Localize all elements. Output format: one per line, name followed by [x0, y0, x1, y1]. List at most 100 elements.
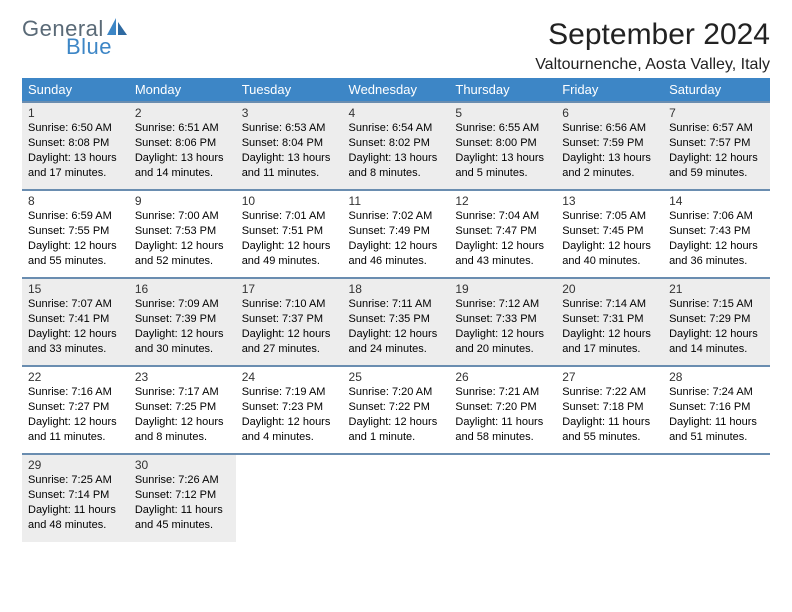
day-number: 19	[455, 282, 550, 296]
calendar-day-cell: 12Sunrise: 7:04 AMSunset: 7:47 PMDayligh…	[449, 190, 556, 278]
day-info: Sunrise: 7:25 AMSunset: 7:14 PMDaylight:…	[28, 473, 123, 532]
sunset-text: Sunset: 7:45 PM	[562, 224, 657, 239]
daylight-text-2: and 27 minutes.	[242, 342, 337, 357]
daylight-text-2: and 11 minutes.	[242, 166, 337, 181]
calendar-day-cell: 19Sunrise: 7:12 AMSunset: 7:33 PMDayligh…	[449, 278, 556, 366]
title-block: September 2024 Valtournenche, Aosta Vall…	[535, 18, 770, 74]
daylight-text-1: Daylight: 11 hours	[562, 415, 657, 430]
calendar-day-cell: 10Sunrise: 7:01 AMSunset: 7:51 PMDayligh…	[236, 190, 343, 278]
day-info: Sunrise: 7:07 AMSunset: 7:41 PMDaylight:…	[28, 297, 123, 356]
day-info: Sunrise: 7:19 AMSunset: 7:23 PMDaylight:…	[242, 385, 337, 444]
sunset-text: Sunset: 7:12 PM	[135, 488, 230, 503]
sunrise-text: Sunrise: 7:21 AM	[455, 385, 550, 400]
calendar-day-cell	[343, 454, 450, 542]
daylight-text-2: and 43 minutes.	[455, 254, 550, 269]
sunrise-text: Sunrise: 7:06 AM	[669, 209, 764, 224]
sunset-text: Sunset: 7:41 PM	[28, 312, 123, 327]
sunrise-text: Sunrise: 7:14 AM	[562, 297, 657, 312]
calendar-day-cell: 23Sunrise: 7:17 AMSunset: 7:25 PMDayligh…	[129, 366, 236, 454]
sunset-text: Sunset: 7:27 PM	[28, 400, 123, 415]
calendar-day-cell	[449, 454, 556, 542]
sunset-text: Sunset: 8:06 PM	[135, 136, 230, 151]
daylight-text-1: Daylight: 12 hours	[28, 327, 123, 342]
calendar-week-row: 22Sunrise: 7:16 AMSunset: 7:27 PMDayligh…	[22, 366, 770, 454]
calendar-day-cell: 15Sunrise: 7:07 AMSunset: 7:41 PMDayligh…	[22, 278, 129, 366]
day-info: Sunrise: 7:21 AMSunset: 7:20 PMDaylight:…	[455, 385, 550, 444]
daylight-text-1: Daylight: 12 hours	[669, 239, 764, 254]
day-number: 8	[28, 194, 123, 208]
day-number: 25	[349, 370, 444, 384]
calendar-day-cell: 26Sunrise: 7:21 AMSunset: 7:20 PMDayligh…	[449, 366, 556, 454]
calendar-day-cell: 2Sunrise: 6:51 AMSunset: 8:06 PMDaylight…	[129, 102, 236, 190]
day-info: Sunrise: 7:00 AMSunset: 7:53 PMDaylight:…	[135, 209, 230, 268]
day-number: 27	[562, 370, 657, 384]
daylight-text-1: Daylight: 11 hours	[669, 415, 764, 430]
sunrise-text: Sunrise: 7:11 AM	[349, 297, 444, 312]
calendar-day-cell: 21Sunrise: 7:15 AMSunset: 7:29 PMDayligh…	[663, 278, 770, 366]
day-number: 15	[28, 282, 123, 296]
daylight-text-2: and 46 minutes.	[349, 254, 444, 269]
day-info: Sunrise: 6:53 AMSunset: 8:04 PMDaylight:…	[242, 121, 337, 180]
sunrise-text: Sunrise: 7:04 AM	[455, 209, 550, 224]
daylight-text-1: Daylight: 12 hours	[349, 415, 444, 430]
calendar-day-cell: 24Sunrise: 7:19 AMSunset: 7:23 PMDayligh…	[236, 366, 343, 454]
calendar-day-cell: 3Sunrise: 6:53 AMSunset: 8:04 PMDaylight…	[236, 102, 343, 190]
day-info: Sunrise: 7:22 AMSunset: 7:18 PMDaylight:…	[562, 385, 657, 444]
sunset-text: Sunset: 7:51 PM	[242, 224, 337, 239]
day-number: 6	[562, 106, 657, 120]
day-number: 14	[669, 194, 764, 208]
sunrise-text: Sunrise: 7:12 AM	[455, 297, 550, 312]
calendar-day-cell: 22Sunrise: 7:16 AMSunset: 7:27 PMDayligh…	[22, 366, 129, 454]
daylight-text-2: and 20 minutes.	[455, 342, 550, 357]
sunrise-text: Sunrise: 6:59 AM	[28, 209, 123, 224]
day-number: 26	[455, 370, 550, 384]
daylight-text-1: Daylight: 12 hours	[562, 239, 657, 254]
calendar-day-cell: 14Sunrise: 7:06 AMSunset: 7:43 PMDayligh…	[663, 190, 770, 278]
daylight-text-1: Daylight: 12 hours	[28, 415, 123, 430]
sunrise-text: Sunrise: 7:20 AM	[349, 385, 444, 400]
sunset-text: Sunset: 7:47 PM	[455, 224, 550, 239]
day-number: 2	[135, 106, 230, 120]
calendar-day-cell: 13Sunrise: 7:05 AMSunset: 7:45 PMDayligh…	[556, 190, 663, 278]
day-info: Sunrise: 7:01 AMSunset: 7:51 PMDaylight:…	[242, 209, 337, 268]
sunrise-text: Sunrise: 7:22 AM	[562, 385, 657, 400]
weekday-header-row: Sunday Monday Tuesday Wednesday Thursday…	[22, 78, 770, 102]
sunrise-text: Sunrise: 7:15 AM	[669, 297, 764, 312]
sunrise-text: Sunrise: 6:56 AM	[562, 121, 657, 136]
weekday-header: Tuesday	[236, 78, 343, 102]
sunset-text: Sunset: 7:53 PM	[135, 224, 230, 239]
calendar-day-cell: 1Sunrise: 6:50 AMSunset: 8:08 PMDaylight…	[22, 102, 129, 190]
daylight-text-2: and 8 minutes.	[349, 166, 444, 181]
day-number: 29	[28, 458, 123, 472]
top-bar: General Blue September 2024 Valtournench…	[22, 18, 770, 74]
weekday-header: Sunday	[22, 78, 129, 102]
calendar-day-cell: 16Sunrise: 7:09 AMSunset: 7:39 PMDayligh…	[129, 278, 236, 366]
daylight-text-1: Daylight: 12 hours	[455, 239, 550, 254]
day-number: 10	[242, 194, 337, 208]
day-number: 9	[135, 194, 230, 208]
sunset-text: Sunset: 7:39 PM	[135, 312, 230, 327]
daylight-text-1: Daylight: 12 hours	[455, 327, 550, 342]
calendar-day-cell: 30Sunrise: 7:26 AMSunset: 7:12 PMDayligh…	[129, 454, 236, 542]
daylight-text-1: Daylight: 11 hours	[135, 503, 230, 518]
day-number: 7	[669, 106, 764, 120]
day-info: Sunrise: 7:10 AMSunset: 7:37 PMDaylight:…	[242, 297, 337, 356]
daylight-text-1: Daylight: 13 hours	[349, 151, 444, 166]
day-number: 28	[669, 370, 764, 384]
day-info: Sunrise: 7:16 AMSunset: 7:27 PMDaylight:…	[28, 385, 123, 444]
daylight-text-1: Daylight: 12 hours	[669, 151, 764, 166]
daylight-text-2: and 59 minutes.	[669, 166, 764, 181]
sunrise-text: Sunrise: 7:10 AM	[242, 297, 337, 312]
sunset-text: Sunset: 7:55 PM	[28, 224, 123, 239]
location-subtitle: Valtournenche, Aosta Valley, Italy	[535, 56, 770, 74]
weekday-header: Wednesday	[343, 78, 450, 102]
sunset-text: Sunset: 7:57 PM	[669, 136, 764, 151]
sunrise-text: Sunrise: 6:57 AM	[669, 121, 764, 136]
sunrise-text: Sunrise: 7:24 AM	[669, 385, 764, 400]
daylight-text-2: and 17 minutes.	[562, 342, 657, 357]
day-number: 11	[349, 194, 444, 208]
sunset-text: Sunset: 7:16 PM	[669, 400, 764, 415]
day-number: 23	[135, 370, 230, 384]
sunrise-text: Sunrise: 6:50 AM	[28, 121, 123, 136]
day-info: Sunrise: 7:26 AMSunset: 7:12 PMDaylight:…	[135, 473, 230, 532]
